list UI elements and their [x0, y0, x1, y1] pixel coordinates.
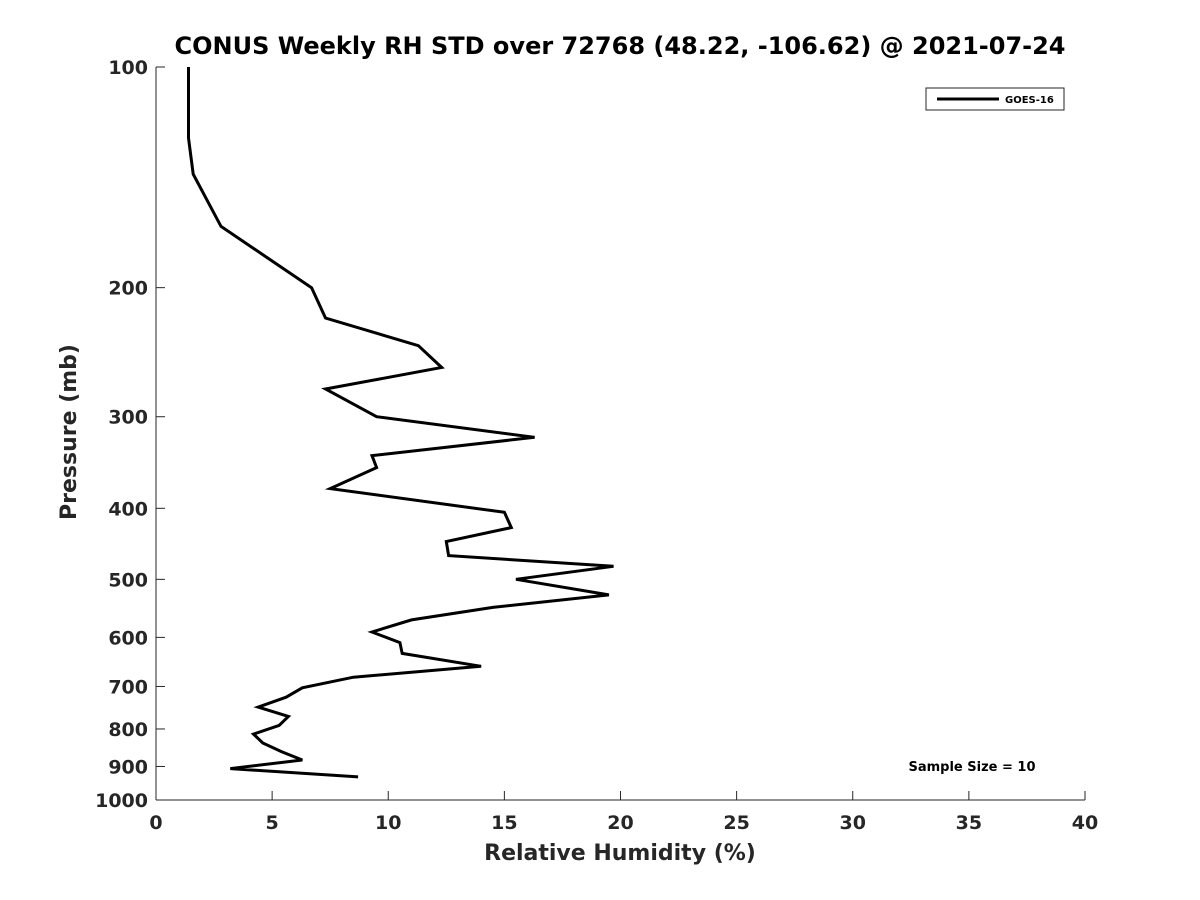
x-tick-label: 0	[149, 812, 162, 834]
y-tick-label: 900	[108, 756, 148, 778]
y-tick-label: 600	[108, 627, 148, 649]
x-tick-label: 10	[375, 812, 401, 834]
y-tick-label: 400	[108, 498, 148, 520]
x-tick-label: 30	[840, 812, 866, 834]
x-tick-label: 40	[1072, 812, 1098, 834]
y-tick-label: 1000	[95, 790, 148, 812]
legend-label: GOES-16	[1005, 95, 1054, 106]
chart-title: CONUS Weekly RH STD over 72768 (48.22, -…	[174, 32, 1065, 60]
series-layer	[187, 67, 614, 779]
x-tick-label: 35	[956, 812, 982, 834]
x-tick-label: 15	[491, 812, 517, 834]
x-tick-label: 20	[607, 812, 633, 834]
ticks: 0 5 10 15 20 25 30 35 40 100 200 300 400 500 600 700 800…	[95, 57, 1098, 834]
series-line-goes-16	[187, 67, 614, 779]
sample-size-annotation: Sample Size = 10	[908, 760, 1035, 775]
y-tick-label: 100	[108, 57, 148, 79]
legend: GOES-16	[925, 87, 1065, 111]
x-tick-label: 5	[266, 812, 279, 834]
y-axis-label: Pressure (mb)	[57, 344, 82, 520]
y-tick-label: 300	[108, 407, 148, 429]
y-tick-label: 200	[108, 278, 148, 300]
y-tick-label: 500	[108, 569, 148, 591]
x-axis-label: Relative Humidity (%)	[484, 841, 756, 866]
y-tick-label: 800	[108, 719, 148, 741]
x-tick-label: 25	[723, 812, 749, 834]
y-tick-label: 700	[108, 676, 148, 698]
